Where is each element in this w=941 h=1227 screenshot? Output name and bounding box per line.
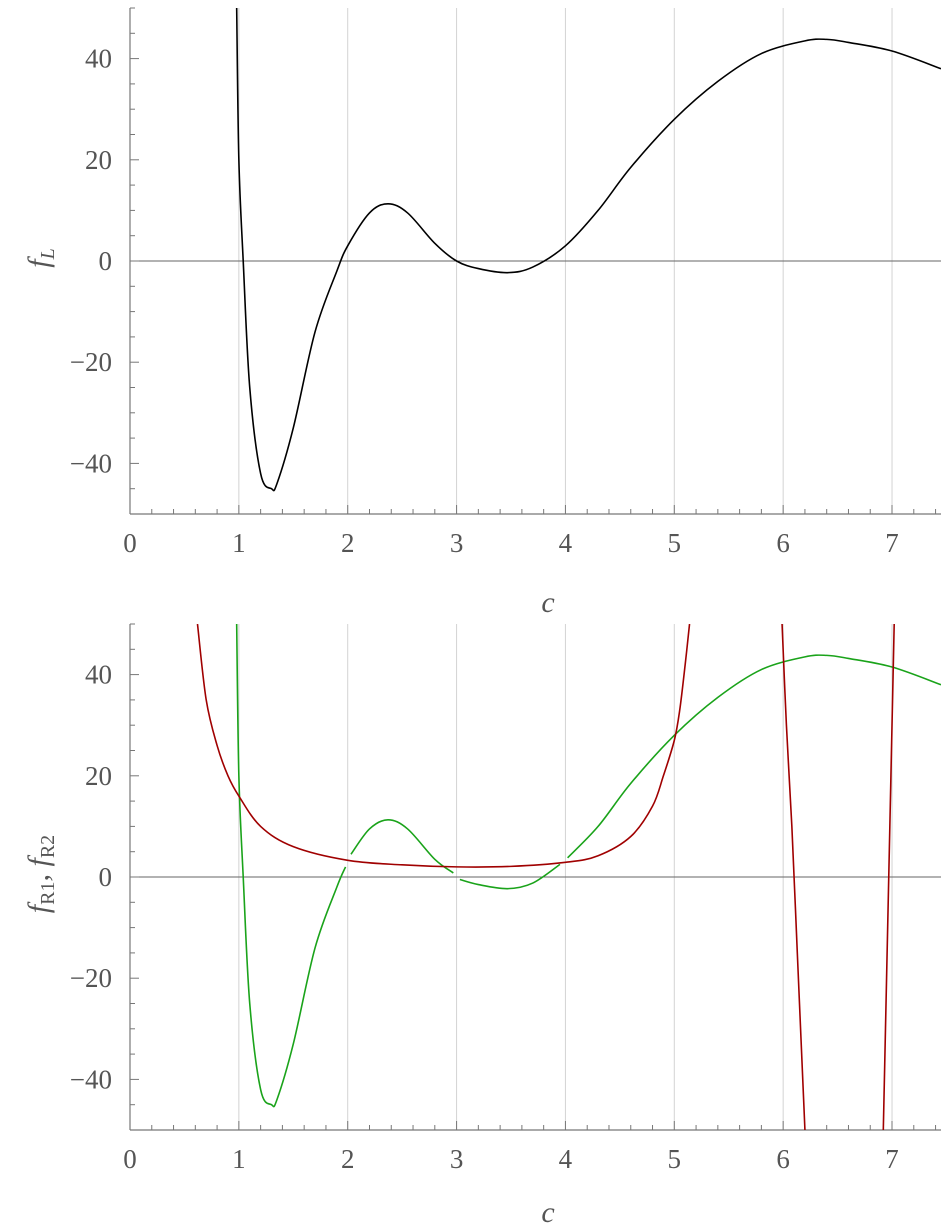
top-y-axis-label: fL [22, 248, 59, 267]
bottom-y-tick-labels: −40 −20 0 20 40 [70, 660, 112, 1095]
x-tick-label: 7 [885, 528, 899, 558]
y-tick-label: 0 [99, 862, 113, 892]
series-1-line [781, 624, 806, 1130]
bottom-ticks [129, 623, 937, 1131]
y-tick-label: 40 [85, 660, 112, 690]
x-tick-label: 4 [559, 1144, 573, 1174]
y-tick-label: 20 [85, 761, 112, 791]
y-tick-label: −40 [70, 1064, 112, 1094]
top-x-tick-labels: 0 1 2 3 4 5 6 7 [123, 528, 899, 558]
x-tick-label: 3 [450, 1144, 464, 1174]
series-0-line [350, 819, 454, 874]
series-1-line [882, 624, 895, 1130]
x-tick-label: 4 [559, 528, 573, 558]
y-tick-label: 20 [85, 145, 112, 175]
y-tick-label: 40 [85, 44, 112, 74]
top-y-tick-labels: −40 −20 0 20 40 [70, 44, 112, 479]
top-x-axis-label: c [541, 586, 554, 619]
x-tick-label: 0 [123, 1144, 137, 1174]
y-tick-label: −40 [70, 448, 112, 478]
series-0-line [567, 654, 941, 859]
bottom-series [196, 624, 941, 1130]
series-0-line [459, 863, 561, 890]
x-tick-label: 6 [776, 528, 790, 558]
x-tick-label: 2 [341, 528, 355, 558]
bottom-y-axis-label: fR1, fR2 [22, 835, 59, 913]
series-0-line [235, 8, 941, 492]
x-tick-label: 1 [232, 528, 246, 558]
y-tick-label: −20 [70, 347, 112, 377]
top-series [235, 8, 941, 492]
x-tick-label: 7 [885, 1144, 899, 1174]
x-tick-label: 6 [776, 1144, 790, 1174]
x-tick-label: 5 [668, 1144, 682, 1174]
series-1-line [196, 624, 691, 868]
bottom-chart: 0 1 2 3 4 5 6 7 −40 −20 0 20 40 c fR1, fR2 [22, 623, 941, 1227]
top-ticks [129, 7, 937, 515]
x-tick-label: 0 [123, 528, 137, 558]
y-tick-label: −20 [70, 963, 112, 993]
x-tick-label: 2 [341, 1144, 355, 1174]
top-chart: 0 1 2 3 4 5 6 7 −40 −20 0 20 40 c fL [22, 7, 941, 619]
x-tick-label: 3 [450, 528, 464, 558]
series-0-line [235, 624, 347, 1108]
x-tick-label: 5 [668, 528, 682, 558]
x-tick-label: 1 [232, 1144, 246, 1174]
bottom-x-tick-labels: 0 1 2 3 4 5 6 7 [123, 1144, 899, 1174]
bottom-x-axis-label: c [541, 1196, 554, 1227]
y-tick-label: 0 [99, 246, 113, 276]
